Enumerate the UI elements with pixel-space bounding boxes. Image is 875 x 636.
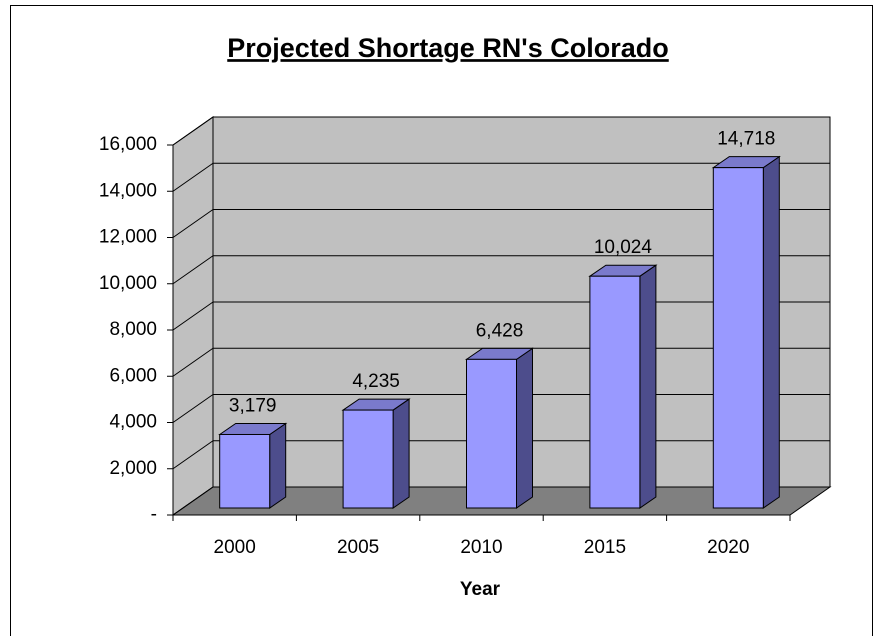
y-tick-label: 6,000 bbox=[109, 365, 157, 386]
x-tick-label: 2020 bbox=[707, 537, 749, 558]
bar bbox=[589, 275, 641, 509]
y-tick-label: 2,000 bbox=[109, 458, 157, 479]
y-tick-label: - bbox=[151, 504, 157, 525]
grid-line bbox=[172, 394, 214, 423]
bar-side bbox=[639, 264, 657, 509]
grid-line bbox=[172, 162, 214, 192]
bar-side bbox=[762, 155, 780, 509]
y-tick-label: 10,000 bbox=[99, 273, 157, 294]
bar-side bbox=[269, 422, 287, 509]
grid-line bbox=[172, 209, 214, 238]
chart-title: Projected Shortage RN's Colorado bbox=[227, 33, 669, 63]
bar bbox=[342, 409, 394, 509]
data-label: 6,428 bbox=[476, 320, 524, 341]
bar bbox=[712, 167, 764, 509]
y-tick-label: 12,000 bbox=[99, 227, 157, 248]
data-label: 3,179 bbox=[229, 396, 277, 417]
y-tick-label: 4,000 bbox=[109, 412, 157, 433]
y-tick-label: 8,000 bbox=[109, 319, 157, 340]
grid-line bbox=[172, 116, 214, 146]
grid-line bbox=[172, 347, 214, 377]
grid-line bbox=[172, 255, 214, 285]
grid-line bbox=[172, 440, 214, 470]
data-label: 14,718 bbox=[717, 129, 775, 150]
x-tick-label: 2005 bbox=[337, 537, 379, 558]
data-label: 10,024 bbox=[594, 237, 653, 258]
grid-line bbox=[172, 486, 214, 516]
bar bbox=[466, 358, 517, 509]
bar-side bbox=[516, 347, 533, 509]
data-label: 4,235 bbox=[352, 371, 400, 392]
y-tick-label: 16,000 bbox=[99, 134, 157, 155]
x-tick-label: 2000 bbox=[214, 537, 256, 558]
bar bbox=[219, 433, 271, 509]
bar-side bbox=[392, 398, 410, 509]
x-axis-label: Year bbox=[460, 579, 501, 600]
grid-line bbox=[172, 301, 214, 331]
x-tick-label: 2015 bbox=[584, 537, 626, 558]
x-tick-label: 2010 bbox=[460, 537, 502, 558]
y-tick-label: 14,000 bbox=[99, 180, 157, 201]
